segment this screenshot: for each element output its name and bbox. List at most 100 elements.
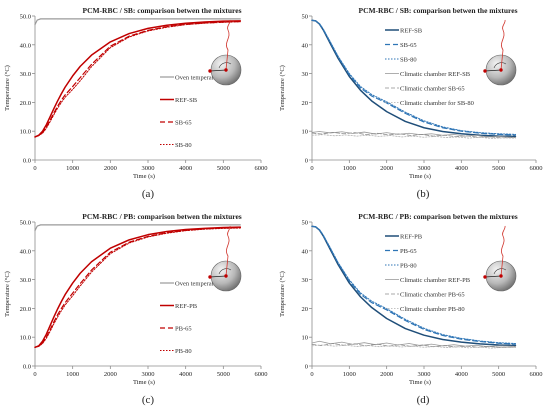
x-tick-label: 4000 [179, 371, 192, 378]
chart-panel-2: 0 10 20 30 40 50 0 1000 2000 3000 4000 5000 6000 Time… [279, 6, 543, 200]
y-tick-label: 40 [302, 248, 309, 255]
x-tick-label: 1000 [66, 371, 79, 378]
x-tick-label: 5000 [217, 371, 230, 378]
x-tick-label: 4000 [455, 165, 468, 172]
y-tick-label: 0.0 [23, 364, 31, 371]
legend-label: REF-PB [175, 303, 198, 310]
chart-title: PCM-RBC / PB: comparison betwen the mixt… [82, 212, 242, 221]
y-tick-label: 50 [302, 14, 309, 21]
x-axis-label: Time (s) [409, 379, 431, 386]
series-line-pb-80 [34, 227, 241, 348]
x-tick-label: 2000 [380, 165, 393, 172]
series-line-climatic-chamber-for-sb-80 [311, 134, 516, 139]
sphere-arc [218, 268, 232, 275]
y-tick-label: 10.0 [20, 335, 31, 342]
y-tick-label: 20.0 [20, 306, 31, 313]
legend-label: Oven temperature [175, 74, 222, 81]
y-tick-label: 30 [302, 277, 309, 284]
chart-title: PCM-RBC / SB: comparison betwen the mixt… [358, 6, 517, 15]
x-tick-label: 5000 [492, 371, 505, 378]
y-tick-label: 50 [302, 220, 309, 227]
x-tick-label: 3000 [142, 165, 155, 172]
legend-label: Climatic chamber REF-PB [400, 277, 471, 284]
series-line-pb-65 [34, 227, 241, 348]
x-tick-label: 3000 [418, 371, 431, 378]
chart-panel-3: 0.0 10.0 20.0 30.0 40.0 50.0 0 1000 2000 3000 4000… [4, 212, 268, 406]
x-tick-label: 0 [33, 165, 36, 172]
x-tick-label: 0 [310, 371, 313, 378]
x-axis-label: Time (s) [409, 173, 431, 180]
series-line-oven-temperature [34, 18, 241, 26]
series-line-pb-65 [311, 225, 517, 345]
panel-caption: (c) [142, 394, 155, 406]
legend-label: REF-PB [400, 233, 423, 240]
y-tick-label: 40.0 [20, 42, 31, 49]
legend-label: SB-80 [400, 56, 417, 63]
chart-title: PCM-RBC / SB: comparison betwen the mixt… [82, 6, 241, 15]
y-tick-label: 10.0 [20, 129, 31, 136]
x-tick-label: 5000 [217, 165, 230, 172]
legend-label: PB-65 [175, 325, 192, 332]
sensor-dot [224, 68, 228, 72]
thermocouple-wire [225, 19, 231, 71]
sensor-dot [499, 68, 503, 72]
x-tick-label: 6000 [530, 165, 543, 172]
legend-label: Climatic chamber SB-65 [400, 85, 465, 92]
legend-label: SB-65 [175, 119, 192, 126]
y-axis-label: Temperature (°C) [279, 271, 286, 317]
series-line-ref-pb [311, 225, 517, 347]
x-tick-label: 2000 [104, 165, 117, 172]
x-tick-label: 1000 [66, 165, 79, 172]
thermocouple-wire [225, 225, 231, 277]
x-tick-label: 3000 [418, 165, 431, 172]
y-tick-label: 0 [305, 158, 308, 165]
sensor-dot [483, 275, 487, 279]
x-tick-label: 6000 [255, 165, 268, 172]
sensor-dot [483, 69, 487, 73]
legend-label: Climatic chamber REF-SB [400, 71, 471, 78]
y-tick-label: 30.0 [20, 277, 31, 284]
series-line-ref-sb [34, 20, 242, 138]
sphere-radius-line [209, 275, 227, 278]
series-line-pb-80 [311, 225, 516, 345]
series-line-climatic-chamber-sb-65 [311, 131, 516, 139]
series-line-climatic-chamber-ref-sb [311, 131, 516, 138]
sphere-radius-line [209, 69, 227, 72]
legend-label: REF-SB [400, 27, 423, 34]
x-tick-label: 1000 [343, 371, 356, 378]
sphere-arc [493, 268, 507, 275]
sphere-radius-line [484, 275, 502, 278]
legend-label: Climatic chamber PB-80 [400, 306, 465, 313]
legend-label: REF-SB [175, 97, 198, 104]
legend-label: PB-80 [400, 262, 417, 269]
y-axis-label: Temperature (°C) [4, 65, 11, 111]
y-tick-label: 50.0 [20, 14, 31, 21]
x-tick-label: 2000 [380, 371, 393, 378]
sphere-radius-line [484, 69, 502, 72]
y-tick-label: 50.0 [20, 220, 31, 227]
x-tick-label: 4000 [179, 165, 192, 172]
series-line-sb-80 [311, 19, 516, 135]
sensor-dot [499, 274, 503, 278]
x-tick-label: 4000 [455, 371, 468, 378]
y-axis-label: Temperature (°C) [279, 65, 286, 111]
sensor-dot [208, 69, 212, 73]
legend-label: PB-80 [175, 348, 192, 355]
legend-label: Oven temperature [175, 280, 222, 287]
x-tick-label: 5000 [492, 165, 505, 172]
thermocouple-wire [500, 19, 506, 71]
y-tick-label: 30 [302, 71, 309, 78]
x-tick-label: 0 [310, 165, 313, 172]
chart-panel-1: 0.0 10.0 20.0 30.0 40.0 50.0 0 1000 2000 3000 4000… [4, 6, 268, 200]
legend-label: SB-80 [175, 142, 192, 149]
sphere-arc [493, 62, 507, 69]
y-tick-label: 10 [302, 335, 309, 342]
x-tick-label: 2000 [104, 371, 117, 378]
y-tick-label: 40 [302, 42, 309, 49]
y-tick-label: 0.0 [23, 158, 31, 165]
legend-label: SB-65 [400, 42, 417, 49]
series-line-ref-pb [34, 226, 242, 349]
y-tick-label: 0 [305, 364, 308, 371]
y-tick-label: 40.0 [20, 248, 31, 255]
